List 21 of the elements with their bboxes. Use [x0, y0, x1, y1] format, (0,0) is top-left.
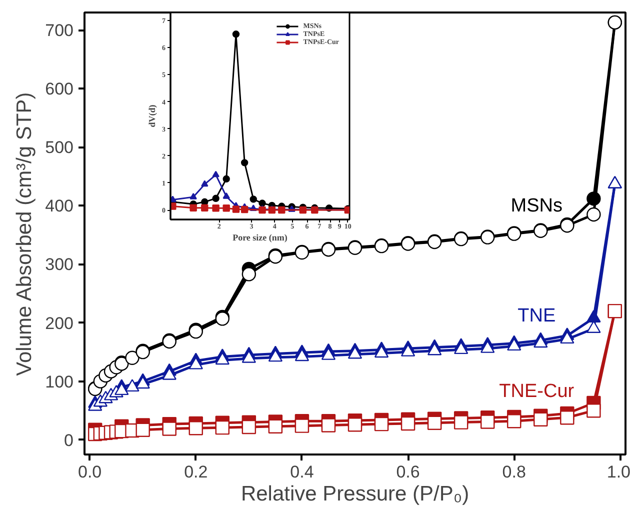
y-axis-title: Volume Absorbed (cm³/g STP): [13, 92, 36, 376]
series-label: MSNs: [510, 195, 563, 216]
y-tick-label: 300: [45, 255, 74, 274]
x-tick-label: 0.0: [78, 462, 102, 482]
y-tick-label: 100: [45, 372, 74, 392]
y-tick-label: 0: [64, 430, 74, 450]
y-axis-title: dV(d): [147, 104, 157, 128]
y-tick-label: 200: [45, 314, 74, 333]
series-label: TNE-Cur: [499, 380, 575, 402]
y-tick-label: 600: [45, 80, 74, 99]
y-tick-label: 700: [45, 21, 74, 40]
x-tick-label: 0.2: [184, 462, 208, 482]
x-axis-title: Relative Pressure (P/P₀): [240, 482, 470, 506]
x-tick-label: 1.0: [606, 462, 630, 482]
y-tick-label: 500: [45, 138, 74, 158]
y-tick-label: 400: [45, 196, 74, 216]
x-tick-label: 0.6: [396, 462, 420, 482]
series-label: TNE: [518, 305, 556, 326]
x-axis-title: Pore size (nm): [232, 232, 288, 242]
x-tick-label: 0.8: [502, 462, 526, 482]
x-tick-label: 0.4: [290, 462, 314, 482]
